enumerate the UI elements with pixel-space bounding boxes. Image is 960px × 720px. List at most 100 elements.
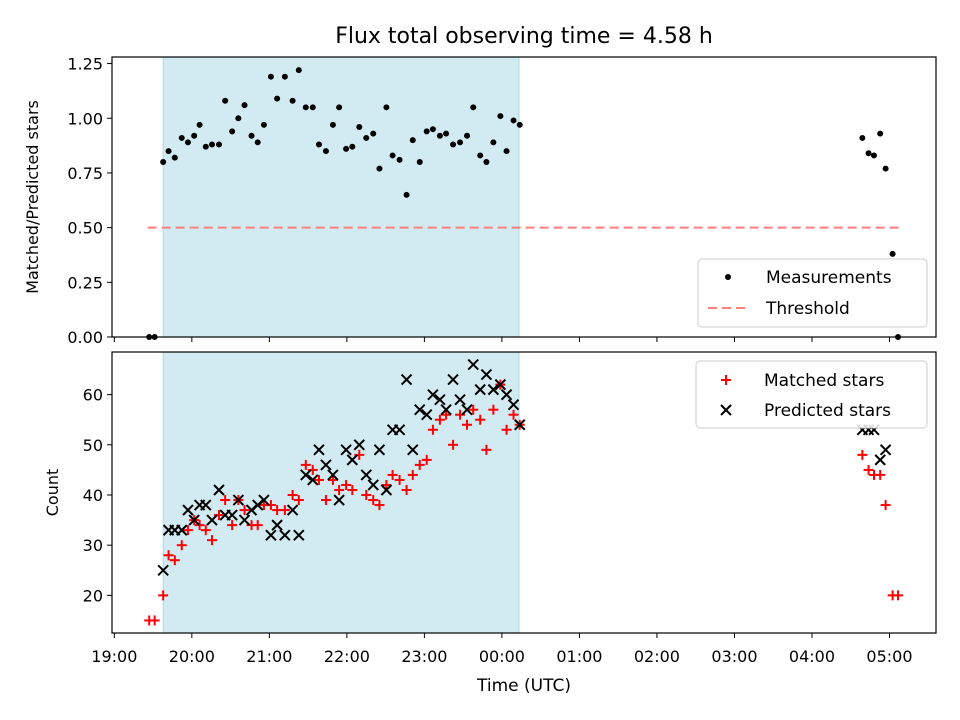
predicted-point — [373, 444, 386, 456]
matched-point — [427, 424, 438, 435]
matched-point — [401, 484, 412, 495]
measurement-point — [178, 134, 185, 141]
matched-point — [361, 490, 372, 501]
y-tick-label: 30 — [83, 536, 103, 555]
predicted-point — [300, 469, 312, 481]
predicted-point — [258, 494, 270, 506]
predicted-point — [480, 368, 493, 381]
predicted-point — [380, 484, 393, 496]
matched-point — [468, 404, 479, 415]
measurement-point — [877, 130, 884, 137]
measurement-point — [295, 67, 302, 74]
matched-point — [441, 409, 452, 420]
measurement-point — [889, 250, 896, 257]
matched-point — [475, 414, 486, 425]
predicted-point — [507, 398, 520, 411]
measurement-point — [260, 121, 267, 128]
measurement-point — [483, 159, 490, 165]
predicted-point — [879, 444, 892, 456]
matched-point — [347, 484, 358, 495]
measurement-point — [329, 121, 336, 128]
measurement-point — [503, 148, 510, 155]
measurement-point — [403, 191, 410, 198]
measurement-point — [450, 141, 457, 148]
measurement-point — [165, 148, 172, 155]
matched-point — [227, 520, 238, 531]
predicted-point — [500, 388, 513, 401]
measurement-point — [859, 134, 866, 141]
x-tick-label: 04:00 — [789, 647, 835, 666]
matched-point — [279, 505, 290, 516]
axes-frame — [111, 351, 937, 634]
x-tick-label: 23:00 — [401, 647, 447, 666]
predicted-point — [514, 419, 526, 431]
matched-point — [381, 479, 392, 490]
legend-marker-predicted — [720, 404, 732, 416]
predicted-point — [286, 504, 299, 516]
measurement-point — [870, 152, 877, 159]
y-tick-label: 40 — [83, 486, 103, 505]
measurements-series — [146, 67, 902, 340]
predicted-point — [265, 529, 277, 541]
measurement-point — [196, 121, 203, 128]
legend-box — [697, 258, 928, 328]
matched-point — [200, 525, 211, 536]
y-axis-label: Count — [43, 469, 62, 517]
predicted-point — [157, 564, 169, 576]
predicted-point — [427, 388, 439, 401]
predicted-point — [353, 439, 365, 451]
panel-top: 0.00 0.25 0.50 0.75 1.00 1.25 Matched/Predicte… — [23, 55, 937, 347]
predicted-point — [447, 373, 459, 386]
measurement-point — [389, 152, 396, 159]
matched-point — [176, 540, 187, 551]
predicted-series — [157, 358, 892, 576]
measurement-point — [490, 139, 497, 146]
y-tick-label: 0.00 — [67, 328, 103, 347]
predicted-point — [454, 393, 466, 406]
matched-point — [462, 419, 473, 430]
matched-point — [863, 464, 874, 475]
measurement-point — [376, 165, 383, 172]
predicted-point — [340, 444, 352, 456]
y-tick-label: 20 — [83, 586, 103, 605]
measurement-point — [191, 132, 198, 139]
y-tick-label: 1.25 — [67, 55, 103, 74]
matched-point — [239, 505, 250, 516]
measurement-point — [464, 132, 471, 139]
matched-point — [252, 520, 263, 531]
x-tick-label: 05:00 — [866, 647, 912, 666]
matched-point — [313, 474, 324, 485]
matched-point — [287, 490, 298, 501]
matched-point — [875, 469, 886, 480]
x-tick-label: 21:00 — [246, 647, 292, 666]
measurement-point — [470, 104, 477, 111]
matched-point — [880, 500, 891, 511]
predicted-point — [213, 484, 225, 496]
measurement-point — [202, 143, 209, 150]
predicted-point — [307, 474, 319, 486]
legend: Measurements Threshold — [697, 258, 928, 328]
predicted-point — [182, 504, 194, 516]
predicted-point — [400, 373, 413, 386]
matched-point — [334, 484, 345, 495]
measurement-point — [510, 117, 517, 124]
matched-point — [169, 555, 180, 566]
matched-point — [857, 449, 868, 460]
measurement-point — [516, 121, 523, 128]
matched-point — [421, 454, 432, 465]
legend: Matched stars Predicted stars — [695, 360, 928, 429]
panel-bottom: 20 30 40 50 60 19:00 20:00 21:00 22:00 23:00 00:00… — [43, 351, 937, 696]
measurement-point — [229, 128, 236, 135]
predicted-point — [407, 444, 419, 456]
matched-point — [163, 550, 174, 561]
measurement-point — [356, 124, 363, 130]
predicted-point — [327, 469, 339, 481]
measurement-point — [274, 95, 281, 102]
measurement-point — [409, 137, 416, 144]
measurement-point — [343, 145, 350, 152]
chart-title: Flux total observing time = 4.58 h — [335, 24, 713, 49]
measurement-point — [423, 128, 430, 135]
predicted-point — [226, 509, 238, 521]
legend-label: Predicted stars — [764, 401, 891, 421]
predicted-point — [367, 479, 379, 491]
